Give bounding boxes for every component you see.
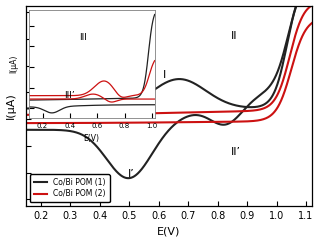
Text: II: II <box>231 31 237 41</box>
Text: I’: I’ <box>128 169 134 179</box>
Legend: Co/Bi POM (1), Co/Bi POM (2): Co/Bi POM (1), Co/Bi POM (2) <box>30 174 110 202</box>
X-axis label: E(V): E(V) <box>157 227 181 236</box>
Text: I: I <box>163 70 166 80</box>
Y-axis label: I(μA): I(μA) <box>5 92 16 119</box>
Text: II’: II’ <box>231 147 241 157</box>
